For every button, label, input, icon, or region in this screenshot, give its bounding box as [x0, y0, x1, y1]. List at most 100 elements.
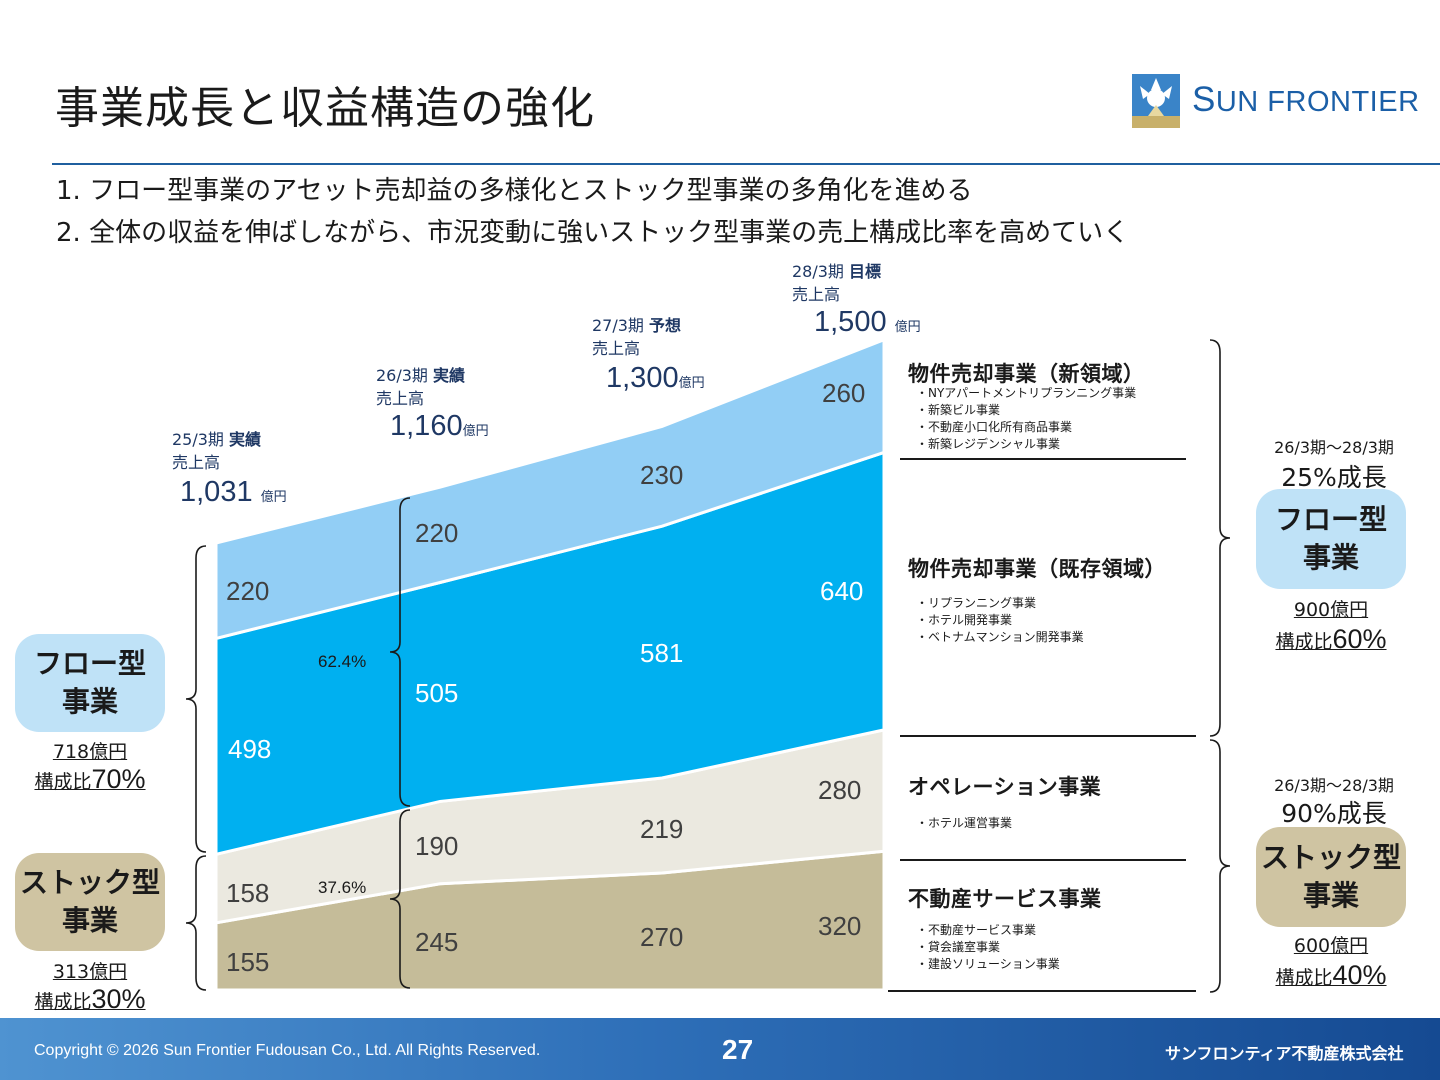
period-status: 目標 — [849, 262, 882, 281]
left-flow-ratio: 構成比70% — [15, 764, 165, 795]
value-operation-28: 280 — [818, 775, 862, 805]
period-total-27: 1,300億円 — [606, 362, 705, 395]
period-label: 売上高 — [792, 285, 841, 304]
segment-item: ・新築レジデンシャル事業 — [916, 437, 1061, 451]
right-flow-pill: フロー型 事業 — [1256, 489, 1406, 589]
segment-item: ・NYアパートメントリプランニング事業 — [916, 386, 1137, 400]
sun-frontier-logo-icon — [1132, 74, 1180, 128]
pill-line: ストック型 — [19, 866, 160, 899]
company-logo — [1130, 72, 1390, 134]
flow-share-annotation: 62.4% — [318, 652, 367, 671]
total-value: 1,031 — [180, 476, 253, 508]
total-value: 1,500 — [814, 306, 887, 338]
segment-item: ・ホテル開発事業 — [916, 613, 1013, 627]
company-name: サンフロンティア不動産株式会社 — [1165, 1044, 1404, 1063]
value-existing-28: 640 — [820, 576, 864, 606]
value-operation-26: 190 — [415, 831, 459, 861]
right-stock-pill: ストック型 事業 — [1256, 827, 1406, 927]
total-unit: 億円 — [462, 423, 489, 438]
left-flow-pill: フロー型 事業 — [15, 634, 165, 732]
value-service-28: 320 — [818, 911, 862, 941]
copyright-text: Copyright © 2026 Sun Frontier Fudousan C… — [34, 1042, 541, 1059]
total-unit: 億円 — [260, 489, 287, 504]
ratio-label: 構成比 — [1275, 631, 1333, 653]
period-header-26: 26/3期 実績 売上高 — [376, 364, 465, 410]
bullet-1: 1. フロー型事業のアセット売却益の多様化とストック型事業の多角化を進める — [56, 176, 973, 206]
brace-right-flow — [1209, 339, 1231, 737]
ratio-value: 30% — [91, 984, 146, 1014]
period-total-25: 1,031 億円 — [180, 476, 287, 509]
period-label: 売上高 — [376, 389, 425, 408]
left-stock-pill: ストック型 事業 — [15, 853, 165, 951]
segment-title-existing: 物件売却事業（既存領域） — [908, 557, 1166, 581]
segment-item: ・貸会議室事業 — [916, 940, 1001, 954]
brace-26-stock — [389, 809, 411, 989]
right-flow-period: 26/3期～28/3期 — [1274, 438, 1394, 457]
header-divider — [52, 163, 1440, 165]
total-unit: 億円 — [678, 375, 705, 390]
value-existing-27: 581 — [640, 638, 684, 668]
right-stock-amount: 600億円 — [1293, 935, 1369, 957]
period-name: 26/3期 — [376, 366, 428, 385]
total-value: 1,160 — [390, 410, 463, 442]
value-service-27: 270 — [640, 922, 684, 952]
segment-title-service: 不動産サービス事業 — [908, 887, 1102, 911]
brace-left-flow — [185, 545, 207, 853]
logo-rest: UN FRONTIER — [1215, 86, 1420, 118]
left-stock-ratio: 構成比30% — [15, 984, 165, 1015]
right-flow-amount: 900億円 — [1293, 599, 1369, 621]
brace-left-stock — [185, 855, 207, 991]
segment-item: ・建設ソリューション事業 — [916, 957, 1060, 971]
period-label: 売上高 — [592, 339, 641, 358]
ratio-label: 構成比 — [1275, 967, 1333, 989]
period-total-28: 1,500 億円 — [814, 306, 921, 339]
period-total-26: 1,160億円 — [390, 410, 489, 443]
period-header-25: 25/3期 実績 売上高 — [172, 428, 261, 474]
segment-items-service: ・不動産サービス事業 ・貸会議室事業 ・建設ソリューション事業 — [916, 922, 1060, 973]
segment-item: ・不動産小口化所有商品事業 — [916, 420, 1073, 434]
segment-title-new: 物件売却事業（新領域） — [908, 362, 1145, 386]
period-status: 予想 — [649, 316, 682, 335]
period-name: 28/3期 — [792, 262, 844, 281]
ratio-label: 構成比 — [34, 771, 92, 793]
period-status: 実績 — [433, 366, 466, 385]
pill-line: 事業 — [1302, 541, 1359, 574]
right-stock-growth: 90%成長 — [1281, 799, 1387, 828]
pill-line: 事業 — [61, 904, 118, 937]
ratio-value: 70% — [91, 764, 146, 794]
value-operation-25: 158 — [226, 878, 270, 908]
period-name: 25/3期 — [172, 430, 224, 449]
brace-26-flow — [389, 497, 411, 807]
segment-item: ・リプランニング事業 — [916, 596, 1037, 610]
period-header-27: 27/3期 予想 売上高 — [592, 314, 681, 360]
pill-line: フロー型 — [1274, 503, 1387, 536]
segment-item: ・不動産サービス事業 — [916, 923, 1037, 937]
left-stock-amount: 313億円 — [52, 961, 128, 983]
pill-line: 事業 — [1302, 879, 1359, 912]
segment-item: ・ベトナムマンション開発事業 — [916, 630, 1084, 644]
logo-initial: S — [1192, 80, 1216, 119]
page-title: 事業成長と収益構造の強化 — [55, 83, 595, 134]
pill-line: フロー型 — [33, 647, 146, 680]
footer-bar — [0, 1018, 1440, 1080]
segment-item: ・新築ビル事業 — [916, 403, 1001, 417]
total-value: 1,300 — [606, 362, 679, 394]
value-new-26: 220 — [415, 518, 459, 548]
segment-item: ・ホテル運営事業 — [916, 816, 1013, 830]
value-existing-25: 498 — [228, 734, 272, 764]
segment-divider — [900, 735, 1196, 737]
logo-wordmark: SUN FRONTIER — [1192, 80, 1420, 120]
total-unit: 億円 — [894, 319, 921, 334]
pill-line: ストック型 — [1260, 841, 1401, 874]
value-new-28: 260 — [822, 378, 866, 408]
right-flow-ratio: 構成比60% — [1256, 624, 1406, 655]
pill-line: 事業 — [61, 685, 118, 718]
stock-share-annotation: 37.6% — [318, 878, 367, 897]
period-header-28: 28/3期 目標 売上高 — [792, 260, 881, 306]
right-stock-ratio: 構成比40% — [1256, 960, 1406, 991]
brace-right-stock — [1209, 739, 1231, 993]
value-service-26: 245 — [415, 927, 459, 957]
value-new-27: 230 — [640, 460, 684, 490]
period-label: 売上高 — [172, 453, 221, 472]
